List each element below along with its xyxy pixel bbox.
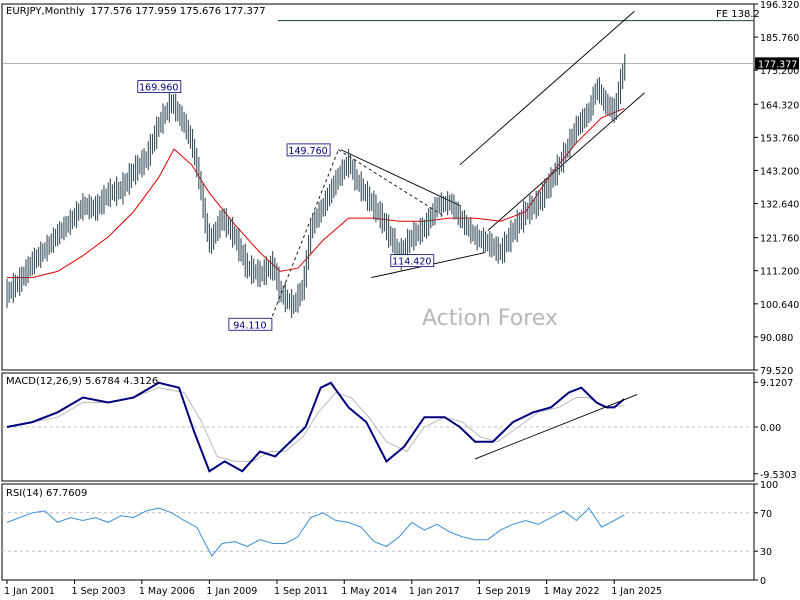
rsi-tick-label-2: 30	[760, 547, 772, 558]
time-tick-label-9: 1 Jan 2025	[611, 586, 662, 597]
price-annotation-box-3	[228, 317, 273, 331]
current-price-label: 177.377	[758, 59, 797, 70]
rsi-tick-label-3: 0	[760, 576, 766, 587]
price-tick-label-2: 175.200	[760, 66, 799, 77]
rsi-tick-label-1: 70	[760, 509, 772, 520]
price-bars	[6, 53, 626, 318]
macd-label: MACD(12,26,9) 5.6784 4.3126	[6, 376, 158, 387]
current-price-box	[755, 57, 799, 70]
rsi-label: RSI(14) 67.7609	[6, 488, 87, 499]
price-annotation-1: 149.760	[288, 146, 327, 157]
time-tick-label-8: 1 May 2022	[544, 586, 600, 597]
price-annotation-box-2	[390, 254, 435, 268]
fe-label: FE 138.2	[716, 9, 760, 20]
macd-signal-series	[6, 387, 625, 462]
price-tick-label-5: 143.200	[760, 166, 799, 177]
price-tick-label-1: 185.760	[760, 33, 799, 44]
time-tick-label-1: 1 Sep 2003	[72, 586, 126, 597]
price-tick-label-6: 132.640	[760, 200, 799, 211]
time-axis: 1 Jan 2001 1 Sep 2003 1 May 2006 1 Jan 2009…	[4, 580, 662, 597]
price-annotations: 169.960 149.760 114.420 94.110	[137, 80, 435, 331]
trend-line-2	[459, 10, 635, 166]
time-tick-label-0: 1 Jan 2001	[4, 586, 55, 597]
trend-line-0	[340, 149, 461, 206]
macd-trend-line	[474, 394, 638, 460]
rsi-tick-label-0: 100	[760, 480, 778, 491]
price-tick-label-7: 121.760	[760, 234, 799, 245]
price-annotation-box-1	[286, 143, 331, 157]
price-tick-label-11: 79.520	[760, 366, 793, 377]
symbol-name: EURJPY,Monthly	[6, 6, 85, 17]
price-tick-label-0: 196.320	[760, 0, 799, 11]
time-tick-label-4: 1 Sep 2011	[274, 586, 328, 597]
ohlc-values: 177.576 177.959 175.676 177.377	[91, 6, 266, 17]
rsi-series	[6, 507, 625, 557]
time-tick-label-6: 1 Jan 2017	[409, 586, 460, 597]
price-axis: 196.320 185.760 175.200 164.320 153.760 143.2…	[754, 0, 799, 377]
price-tick-label-4: 153.760	[760, 133, 799, 144]
panel-frame-0	[1, 3, 755, 371]
price-tick-label-9: 100.640	[760, 300, 799, 311]
price-annotation-0: 169.960	[139, 83, 178, 94]
macd-lines	[6, 381, 638, 473]
price-tick-label-8: 111.200	[760, 267, 799, 278]
time-tick-label-5: 1 May 2014	[341, 586, 397, 597]
price-tick-label-10: 90.080	[760, 333, 793, 344]
price-tick-label-3: 164.320	[760, 100, 799, 111]
macd-tick-label-0: 9.1207	[760, 378, 793, 389]
symbol-label: EURJPY,Monthly 177.576 177.959 175.676 17…	[6, 6, 266, 17]
price-annotation-3: 94.110	[233, 320, 266, 331]
macd-tick-label-1: 0.00	[760, 423, 781, 434]
macd-tick-label-2: -9.5303	[760, 470, 797, 481]
time-tick-label-3: 1 Jan 2009	[206, 586, 257, 597]
panel-frame-2	[1, 483, 755, 581]
rsi-line	[6, 507, 625, 557]
trend-line-5	[338, 149, 445, 217]
time-tick-label-2: 1 May 2006	[139, 586, 195, 597]
price-annotation-2: 114.420	[392, 257, 431, 268]
rsi-axis: 100 70 30 0	[2, 480, 778, 587]
macd-main-series	[6, 381, 625, 473]
macd-axis: 9.1207 0.00 -9.5303	[2, 378, 797, 481]
time-tick-label-7: 1 Sep 2019	[476, 586, 530, 597]
price-annotation-box-0	[137, 80, 182, 94]
watermark: Action Forex	[422, 306, 558, 331]
